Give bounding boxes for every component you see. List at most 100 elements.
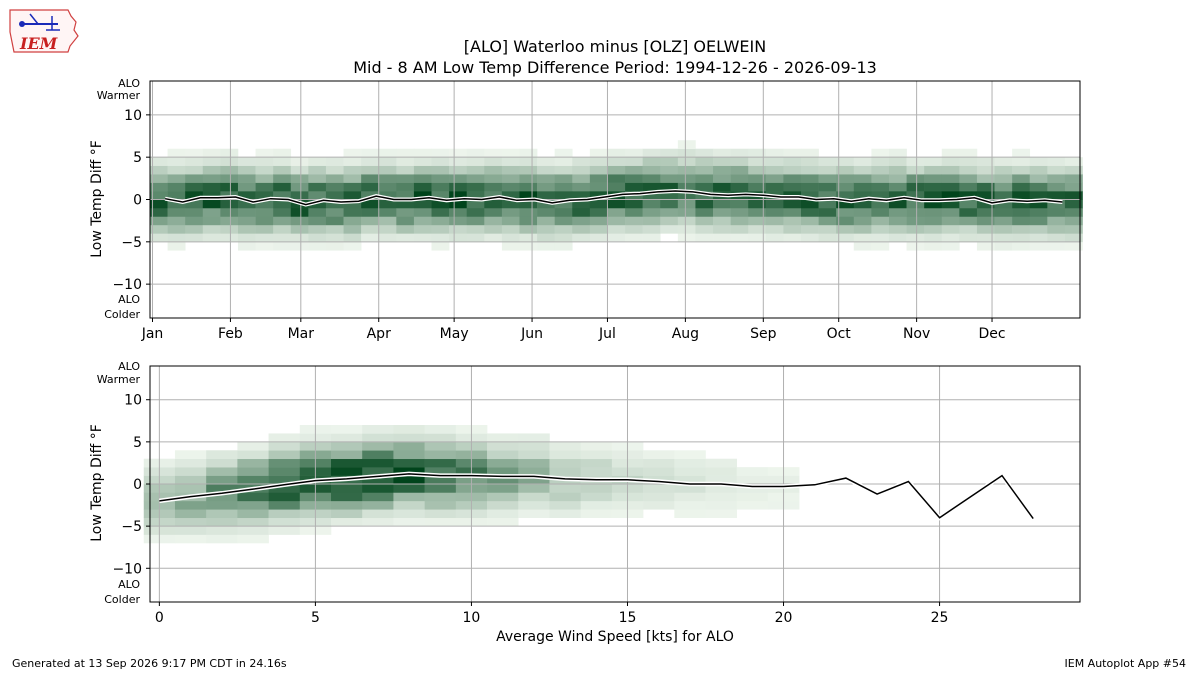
heatmap-cell [677,224,696,234]
heatmap-cell [362,475,394,485]
heatmap-cell [642,157,661,166]
heatmap-cell [625,157,643,166]
heatmap-cell [174,475,207,485]
heatmap-cell [449,199,468,209]
heatmap-cell [396,157,415,166]
heatmap-cell [1047,165,1066,175]
heatmap-cell [268,517,301,527]
heatmap-cell [396,174,415,183]
heatmap-cell [713,224,731,234]
heatmap-cell [801,165,819,175]
heatmap-cell [836,224,855,234]
heatmap-cell [237,492,269,502]
heatmap-cell [1029,207,1048,217]
heatmap-cell [361,148,380,158]
heatmap-cell [393,509,425,519]
heatmap-cell [572,199,591,209]
heatmap-cell [237,458,269,468]
heatmap-cell [361,216,380,226]
heatmap-cell [736,467,769,476]
heatmap-cell [642,233,661,243]
heatmap-cell [976,157,995,166]
heatmap-cell [625,148,643,158]
heatmap-cell [268,500,301,510]
heatmap-cell [660,174,679,183]
heatmap-cell [268,492,301,502]
heatmap-cell [290,207,309,217]
heatmap-cell [941,174,960,183]
heatmap-cell [501,241,520,251]
heatmap-cell [906,224,925,234]
heatmap-cell [572,182,591,192]
heatmap-cell [572,224,591,234]
heatmap-cell [554,207,573,217]
heatmap-cell [413,174,432,183]
heatmap-cell [202,157,221,166]
x-tick-label: 5 [311,610,320,626]
heatmap-cell [273,182,292,192]
heatmap-cell [660,199,679,209]
heatmap-cell [713,174,731,183]
heatmap-cell [362,441,394,451]
bottom-annotation-line1: ALO [118,578,140,591]
x-axis-label: Average Wind Speed [kts] for ALO [496,629,734,645]
heatmap-cell [818,207,837,217]
heatmap-cell [449,233,468,243]
heatmap-cell [537,241,555,251]
heatmap-cell [167,233,186,243]
heatmap-cell [396,182,415,192]
heatmap-cell [466,182,485,192]
x-tick-label: Nov [903,326,930,342]
heatmap-cell [424,425,457,434]
heatmap-cell [202,224,221,234]
x-tick-label: Aug [672,326,699,342]
heatmap-cell [748,182,767,192]
heatmap-cell [150,199,168,209]
heatmap-cell [607,148,626,158]
heatmap-cell [1047,182,1066,192]
heatmap-cell [185,199,204,209]
heatmap-cell [976,191,995,200]
heatmap-cell [431,199,450,209]
heatmap-cell [449,157,468,166]
heatmap-cell [413,165,432,175]
heatmap-cell [466,199,485,209]
heatmap-cell [466,191,485,200]
heatmap-cell [783,233,802,243]
heatmap-cell [255,233,274,243]
heatmap-cell [818,233,837,243]
heatmap-cell [174,526,207,535]
heatmap-cell [237,224,256,234]
heatmap-cell [783,148,802,158]
heatmap-cell [501,174,520,183]
heatmap-cell [801,199,819,209]
heatmap-cell [976,165,995,175]
heatmap-cell [361,165,380,175]
heatmap-cell [801,182,819,192]
heatmap-cell [643,467,675,476]
heatmap-cell [765,207,784,217]
heatmap-cell [941,157,960,166]
heatmap-cell [237,534,269,544]
heatmap-cell [677,140,696,150]
heatmap-cell [237,526,269,535]
heatmap-cell [202,216,221,226]
heatmap-cell [331,484,363,493]
heatmap-cell [362,509,394,519]
heatmap-cell [1012,148,1031,158]
heatmap-cell [413,233,432,243]
heatmap-cell [1029,233,1048,243]
heatmap-cell [396,233,415,243]
heatmap-cell [607,165,626,175]
heatmap-cell [549,450,581,460]
heatmap-cell [393,484,425,493]
heatmap-cell [871,207,890,217]
heatmap-cell [150,224,168,234]
heatmap-cell [976,241,995,251]
heatmap-cell [853,199,872,209]
heatmap-cell [572,216,591,226]
chart-title: [ALO] Waterloo minus [OLZ] OELWEIN [463,37,767,56]
heatmap-cell [836,216,855,226]
heatmap-cell [255,199,274,209]
